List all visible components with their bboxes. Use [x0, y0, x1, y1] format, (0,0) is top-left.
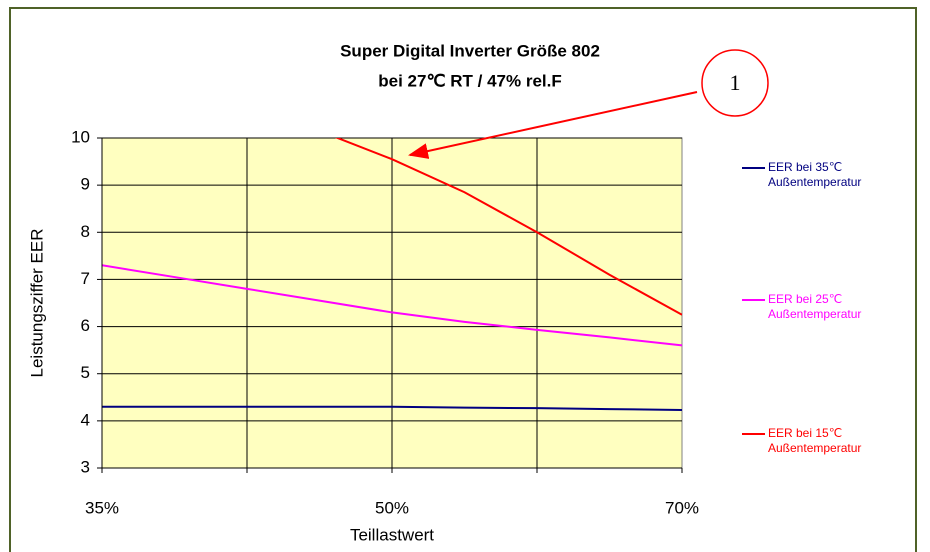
y-axis-label: Leistungsziffer EER: [27, 229, 46, 378]
annotation-circle: [701, 49, 769, 117]
y-tick-label: 10: [71, 127, 90, 146]
y-tick-label: 3: [81, 457, 90, 476]
y-tick-label: 6: [81, 316, 90, 335]
y-tick-label: 9: [81, 175, 90, 194]
y-tick-label: 8: [81, 222, 90, 241]
series-line: [102, 264, 682, 347]
x-tick-label: 70%: [665, 498, 699, 517]
annotation-text: 1: [730, 70, 741, 95]
y-tick-label: 4: [81, 410, 90, 429]
chart-title: Super Digital Inverter Größe 802: [340, 41, 600, 60]
annotation: 1: [408, 49, 769, 159]
legend-label: EER bei 35℃ Außentemperatur: [768, 160, 862, 189]
legend-label: EER bei 15℃ Außentemperatur: [768, 426, 862, 455]
y-tick-label: 7: [81, 269, 90, 288]
series-line: [334, 138, 682, 316]
x-tick-label: 50%: [375, 498, 409, 517]
x-axis-label: Teillastwert: [350, 525, 434, 544]
chart-subtitle: bei 27℃ RT / 47% rel.F: [378, 71, 562, 90]
x-tick-label: 35%: [85, 498, 119, 517]
legend-label: EER bei 25℃ Außentemperatur: [768, 292, 862, 321]
y-tick-label: 5: [81, 363, 90, 382]
series-line: [102, 405, 682, 412]
annotation-arrow: [408, 91, 698, 159]
